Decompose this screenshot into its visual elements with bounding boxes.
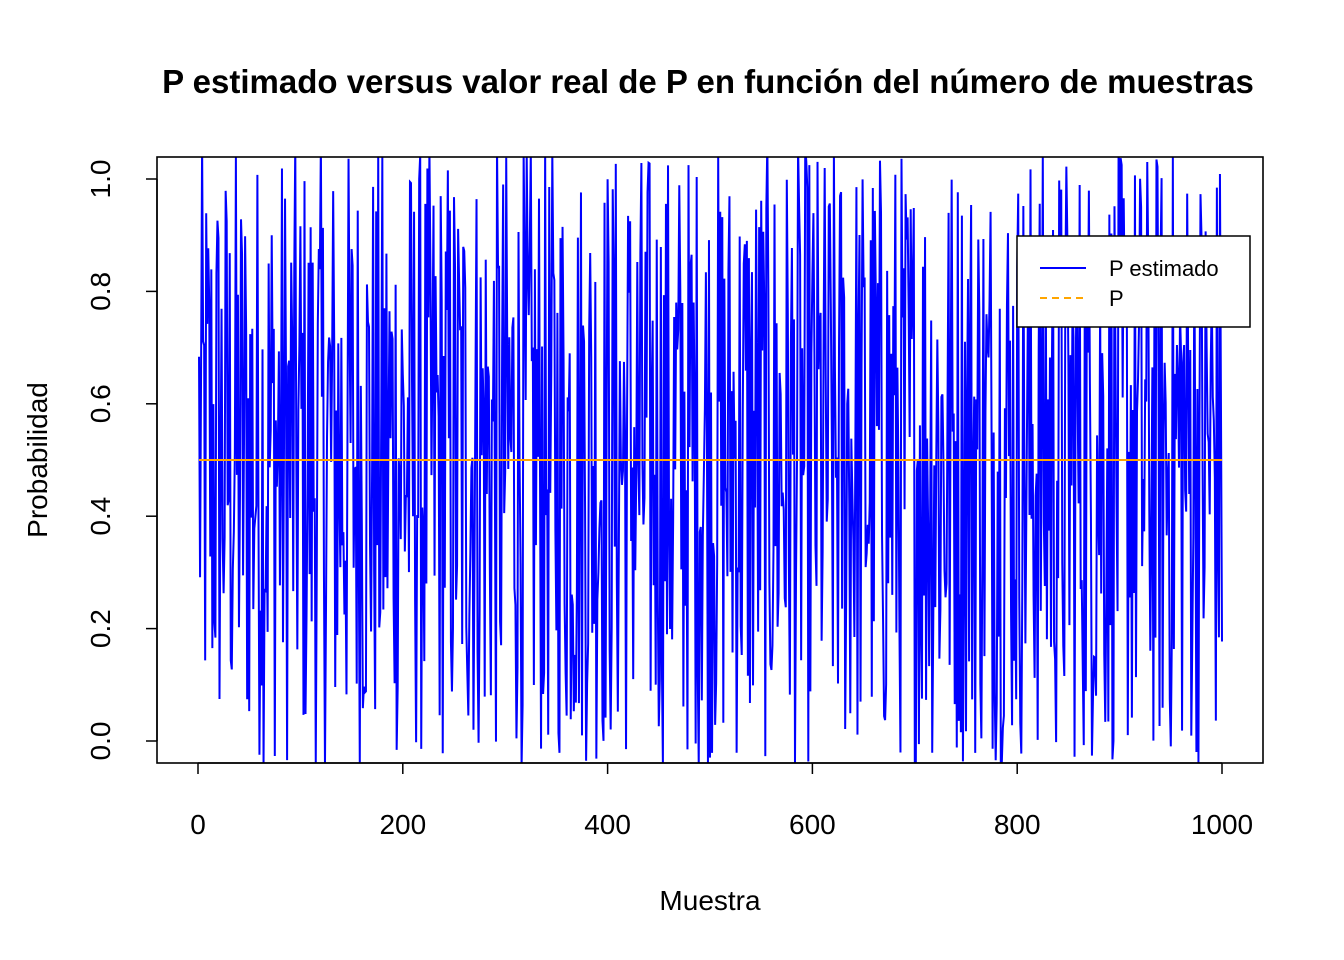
legend-label-p: P (1109, 286, 1124, 311)
x-tick-label: 600 (789, 809, 836, 840)
series-line-p-estimado (198, 157, 1223, 763)
y-tick-label: 1.0 (85, 160, 116, 199)
series-p-estimado (198, 157, 1223, 763)
y-tick-label: 0.8 (85, 272, 116, 311)
x-tick-label: 1000 (1191, 809, 1253, 840)
y-axis-label: Probabilidad (22, 382, 53, 538)
x-tick-label: 800 (994, 809, 1041, 840)
y-axis: 0.0 0.2 0.4 0.6 0.8 1.0 (85, 160, 158, 761)
x-tick-label: 400 (584, 809, 631, 840)
legend-label-p-estimado: P estimado (1109, 256, 1219, 281)
y-tick-label: 0.0 (85, 722, 116, 761)
y-tick-label: 0.4 (85, 497, 116, 536)
legend-box (1016, 235, 1251, 328)
x-tick-label: 0 (190, 809, 206, 840)
legend: P estimado P (1016, 235, 1251, 328)
chart-title: P estimado versus valor real de P en fun… (162, 63, 1254, 100)
x-tick-label: 200 (379, 809, 426, 840)
y-tick-label: 0.6 (85, 384, 116, 423)
x-axis: 0 200 400 600 800 1000 (190, 762, 1253, 840)
x-axis-label: Muestra (659, 885, 761, 916)
y-tick-label: 0.2 (85, 609, 116, 648)
